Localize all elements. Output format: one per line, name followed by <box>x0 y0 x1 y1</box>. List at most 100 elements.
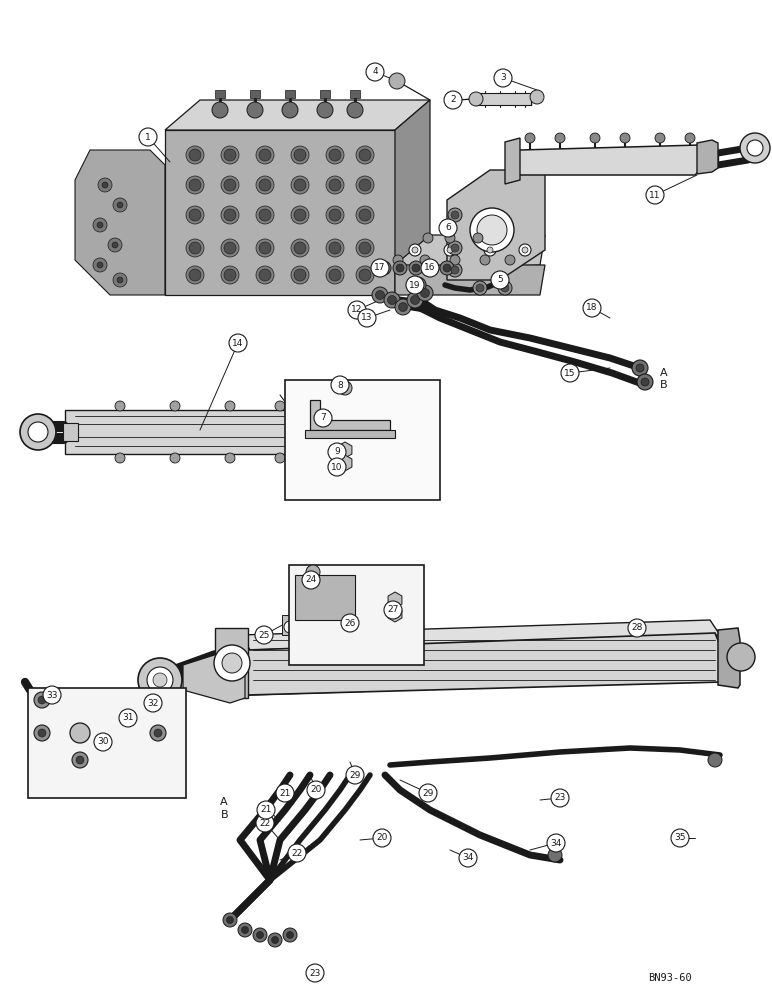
Circle shape <box>425 261 439 275</box>
Text: 14: 14 <box>232 338 244 348</box>
Circle shape <box>186 176 204 194</box>
Text: 3: 3 <box>500 74 506 83</box>
Bar <box>285 90 295 98</box>
Circle shape <box>377 261 391 275</box>
Polygon shape <box>75 150 165 295</box>
Circle shape <box>93 258 107 272</box>
Circle shape <box>97 262 103 268</box>
Polygon shape <box>295 575 355 620</box>
Circle shape <box>394 614 406 626</box>
Circle shape <box>421 259 439 277</box>
Circle shape <box>498 281 512 295</box>
Polygon shape <box>310 400 390 430</box>
Circle shape <box>224 149 236 161</box>
Bar <box>215 90 225 98</box>
Text: 34: 34 <box>550 838 562 848</box>
Circle shape <box>329 209 341 221</box>
Circle shape <box>341 614 359 632</box>
Circle shape <box>150 725 166 741</box>
Circle shape <box>329 179 341 191</box>
Bar <box>250 90 260 98</box>
Circle shape <box>393 255 403 265</box>
Circle shape <box>356 176 374 194</box>
Circle shape <box>522 247 528 253</box>
Circle shape <box>268 933 282 947</box>
Circle shape <box>501 284 509 292</box>
Circle shape <box>326 146 344 164</box>
Text: 26: 26 <box>344 618 356 628</box>
Circle shape <box>326 176 344 194</box>
Circle shape <box>473 281 487 295</box>
Bar <box>289 565 424 665</box>
Circle shape <box>393 261 407 275</box>
Circle shape <box>275 401 285 411</box>
Circle shape <box>740 133 770 163</box>
Text: 20: 20 <box>310 786 322 794</box>
Circle shape <box>359 149 371 161</box>
Text: A: A <box>660 368 668 378</box>
Circle shape <box>373 829 391 847</box>
Circle shape <box>636 364 644 372</box>
Circle shape <box>409 261 423 275</box>
Text: 4: 4 <box>372 68 378 77</box>
Circle shape <box>189 149 201 161</box>
Circle shape <box>224 269 236 281</box>
Circle shape <box>117 202 123 208</box>
Bar <box>63 423 78 441</box>
Circle shape <box>406 276 424 294</box>
Circle shape <box>317 102 333 118</box>
Circle shape <box>286 932 293 938</box>
Circle shape <box>444 244 456 256</box>
Circle shape <box>641 378 649 386</box>
Circle shape <box>257 801 275 819</box>
Circle shape <box>154 729 162 737</box>
Circle shape <box>224 242 236 254</box>
Circle shape <box>470 208 514 252</box>
Text: 23: 23 <box>310 968 320 978</box>
Circle shape <box>671 829 689 847</box>
Text: 5: 5 <box>497 275 503 284</box>
Circle shape <box>428 264 436 272</box>
Text: 22: 22 <box>291 848 303 857</box>
Polygon shape <box>248 633 722 695</box>
Circle shape <box>242 926 249 934</box>
Circle shape <box>347 102 363 118</box>
Circle shape <box>525 133 535 143</box>
Circle shape <box>326 239 344 257</box>
Circle shape <box>307 781 325 799</box>
Circle shape <box>414 280 422 290</box>
Circle shape <box>224 179 236 191</box>
Circle shape <box>221 146 239 164</box>
Circle shape <box>34 692 50 708</box>
Circle shape <box>259 269 271 281</box>
Circle shape <box>256 146 274 164</box>
Circle shape <box>359 242 371 254</box>
Circle shape <box>620 133 630 143</box>
Polygon shape <box>240 635 250 695</box>
Circle shape <box>108 238 122 252</box>
Text: 29: 29 <box>349 770 361 780</box>
Circle shape <box>555 133 565 143</box>
Circle shape <box>346 766 364 784</box>
Circle shape <box>186 266 204 284</box>
Text: 24: 24 <box>306 576 317 584</box>
Circle shape <box>222 653 242 673</box>
Polygon shape <box>395 100 430 295</box>
Circle shape <box>440 261 454 275</box>
Circle shape <box>97 222 103 228</box>
Circle shape <box>632 360 648 376</box>
Circle shape <box>655 133 665 143</box>
Circle shape <box>115 401 125 411</box>
Circle shape <box>448 263 462 277</box>
Circle shape <box>450 255 460 265</box>
Circle shape <box>356 146 374 164</box>
Circle shape <box>256 176 274 194</box>
Circle shape <box>421 288 429 298</box>
Circle shape <box>221 206 239 224</box>
Bar <box>320 90 330 98</box>
Circle shape <box>94 733 112 751</box>
Circle shape <box>112 242 118 248</box>
Text: 9: 9 <box>334 448 340 456</box>
Circle shape <box>306 964 324 982</box>
Circle shape <box>76 756 84 764</box>
